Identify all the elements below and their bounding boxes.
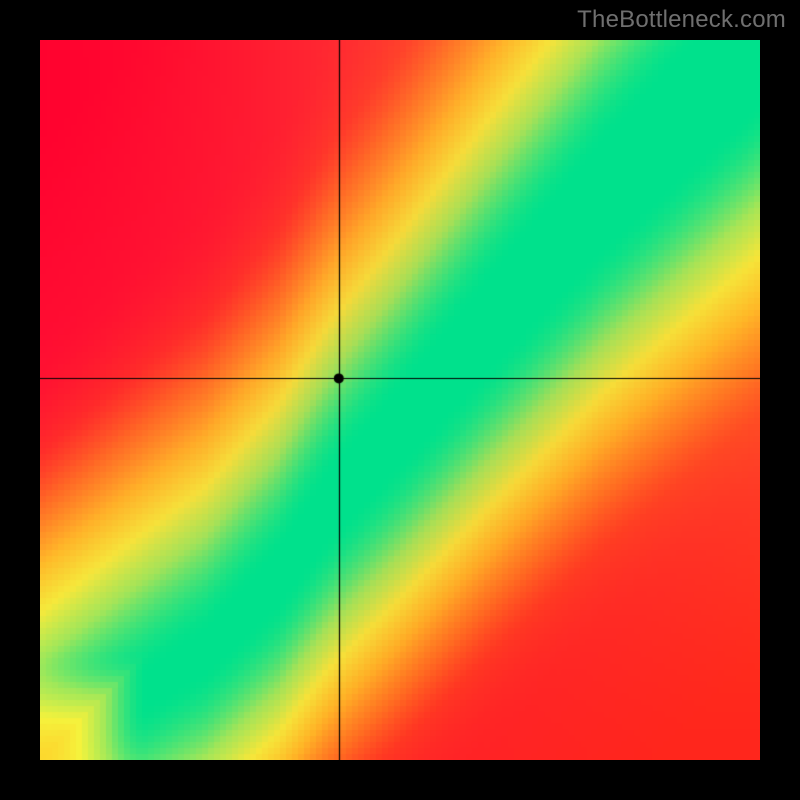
heatmap-region: [40, 40, 760, 760]
watermark-text: TheBottleneck.com: [577, 6, 786, 34]
figure-root: TheBottleneck.com: [0, 0, 800, 800]
heatmap-canvas: [40, 40, 760, 760]
